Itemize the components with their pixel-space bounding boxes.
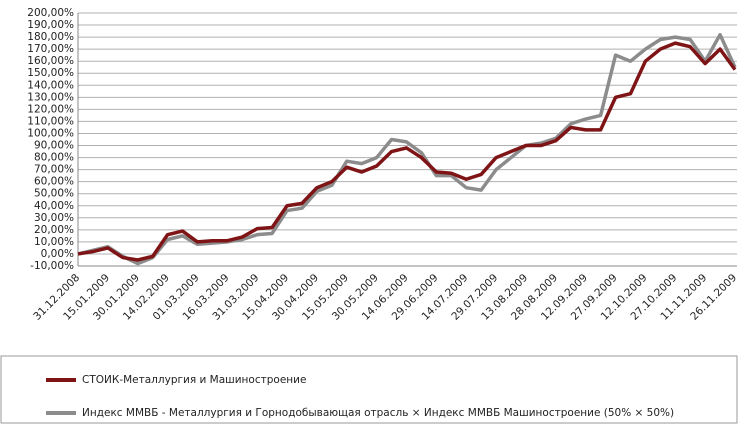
y-tick-label: 110,00% [27, 115, 74, 127]
y-tick-label: 170,00% [27, 43, 74, 55]
y-tick-label: 50,00% [34, 188, 74, 200]
y-tick-label: 100,00% [27, 127, 74, 139]
y-tick-label: 30,00% [34, 212, 74, 224]
legend-label: СТОИК-Металлургия и Машиностроение [82, 374, 306, 386]
y-tick-label: 40,00% [34, 200, 74, 212]
y-tick-label: 20,00% [34, 224, 74, 236]
y-tick-label: 140,00% [27, 79, 74, 91]
y-tick-label: 160,00% [27, 55, 74, 67]
series-line [77, 41, 737, 262]
y-tick-label: 150,00% [27, 67, 74, 79]
legend-box [0, 355, 738, 424]
y-tick-label: 120,00% [27, 103, 74, 115]
y-tick-label: 60,00% [34, 176, 74, 188]
y-tick-label: 70,00% [34, 164, 74, 176]
series-line [77, 32, 737, 266]
y-tick-label: 0,00% [41, 248, 74, 260]
legend-label: Индекс ММВБ - Металлургия и Горнодобываю… [82, 407, 674, 419]
y-tick-label: 200,00% [27, 7, 74, 19]
y-tick-label: 80,00% [34, 152, 74, 164]
y-tick-label: -10,00% [30, 260, 74, 272]
y-tick-label: 130,00% [27, 91, 74, 103]
y-tick-label: 90,00% [34, 140, 74, 152]
y-tick-label: 180,00% [27, 31, 74, 43]
y-tick-label: 10,00% [34, 236, 74, 248]
y-tick-label: 190,00% [27, 19, 74, 31]
